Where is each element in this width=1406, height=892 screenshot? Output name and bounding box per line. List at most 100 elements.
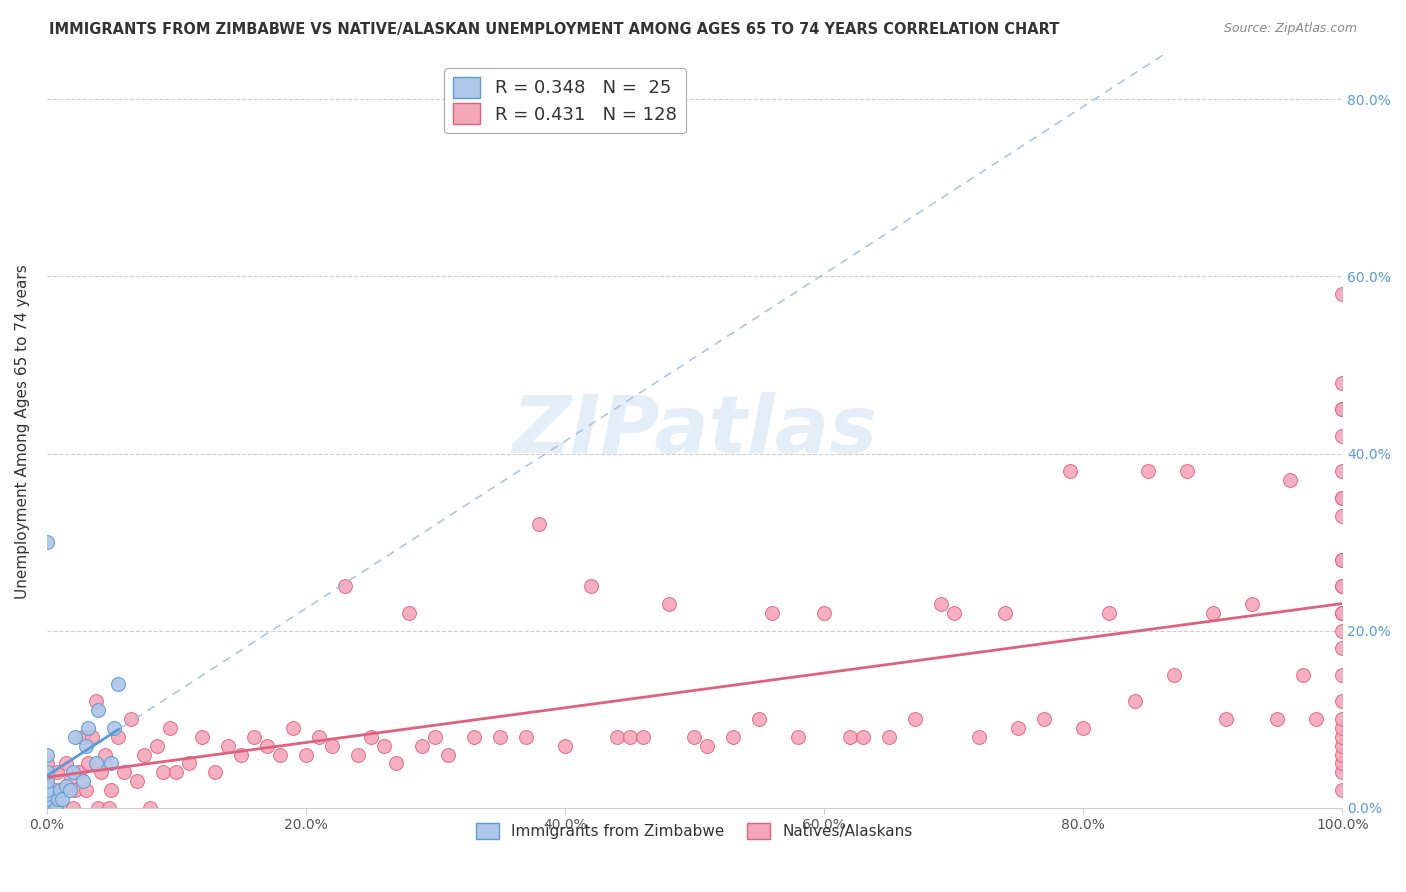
Point bbox=[179, 756, 201, 771]
Point bbox=[1215, 712, 1237, 726]
Point bbox=[67, 765, 90, 780]
Point bbox=[1331, 429, 1354, 443]
Point bbox=[1331, 624, 1354, 638]
Point bbox=[120, 712, 142, 726]
Point bbox=[1331, 721, 1354, 735]
Point bbox=[46, 765, 69, 780]
Point bbox=[152, 765, 174, 780]
Point bbox=[1331, 287, 1354, 301]
Point bbox=[191, 730, 214, 744]
Point bbox=[1331, 553, 1354, 567]
Point bbox=[35, 765, 58, 780]
Point bbox=[45, 801, 67, 815]
Point bbox=[35, 801, 58, 815]
Point bbox=[100, 783, 122, 797]
Point bbox=[269, 747, 291, 762]
Point bbox=[217, 739, 239, 753]
Point bbox=[1331, 756, 1354, 771]
Point bbox=[132, 747, 155, 762]
Point bbox=[1331, 712, 1354, 726]
Point bbox=[1331, 579, 1354, 593]
Point bbox=[1305, 712, 1327, 726]
Point bbox=[1331, 783, 1354, 797]
Point bbox=[1331, 464, 1354, 478]
Point bbox=[75, 739, 97, 753]
Point bbox=[463, 730, 485, 744]
Point bbox=[1240, 597, 1263, 611]
Point bbox=[103, 721, 125, 735]
Point bbox=[72, 774, 94, 789]
Point bbox=[852, 730, 875, 744]
Point bbox=[159, 721, 181, 735]
Point bbox=[77, 721, 100, 735]
Point bbox=[1331, 747, 1354, 762]
Point bbox=[1331, 491, 1354, 505]
Legend: Immigrants from Zimbabwe, Natives/Alaskans: Immigrants from Zimbabwe, Natives/Alaska… bbox=[470, 817, 920, 846]
Point bbox=[1331, 606, 1354, 620]
Point bbox=[87, 703, 110, 717]
Point bbox=[59, 783, 82, 797]
Point bbox=[80, 730, 103, 744]
Point bbox=[333, 579, 356, 593]
Point bbox=[107, 730, 129, 744]
Point bbox=[748, 712, 770, 726]
Point bbox=[904, 712, 927, 726]
Point bbox=[45, 783, 67, 797]
Point bbox=[35, 783, 58, 797]
Point bbox=[139, 801, 162, 815]
Point bbox=[683, 730, 706, 744]
Point bbox=[1331, 765, 1354, 780]
Point bbox=[437, 747, 460, 762]
Point bbox=[515, 730, 537, 744]
Point bbox=[1331, 606, 1354, 620]
Point bbox=[42, 801, 65, 815]
Point bbox=[48, 801, 70, 815]
Point bbox=[761, 606, 783, 620]
Point bbox=[35, 535, 58, 549]
Point bbox=[1331, 730, 1354, 744]
Point bbox=[398, 606, 420, 620]
Point bbox=[929, 597, 952, 611]
Point bbox=[35, 788, 58, 802]
Point bbox=[55, 756, 77, 771]
Point bbox=[35, 774, 58, 789]
Point bbox=[35, 792, 58, 806]
Point bbox=[1292, 668, 1315, 682]
Point bbox=[48, 783, 70, 797]
Point bbox=[63, 730, 86, 744]
Point bbox=[51, 792, 73, 806]
Point bbox=[787, 730, 810, 744]
Point bbox=[1331, 376, 1354, 390]
Point bbox=[62, 765, 84, 780]
Point bbox=[321, 739, 343, 753]
Point bbox=[1331, 402, 1354, 417]
Point bbox=[62, 801, 84, 815]
Point bbox=[84, 756, 107, 771]
Point bbox=[59, 774, 82, 789]
Point bbox=[411, 739, 433, 753]
Point bbox=[90, 765, 112, 780]
Point bbox=[877, 730, 900, 744]
Point bbox=[696, 739, 718, 753]
Point bbox=[35, 792, 58, 806]
Point bbox=[658, 597, 681, 611]
Point bbox=[63, 783, 86, 797]
Point bbox=[75, 783, 97, 797]
Point bbox=[94, 747, 117, 762]
Point bbox=[994, 606, 1017, 620]
Point bbox=[1202, 606, 1225, 620]
Point bbox=[631, 730, 654, 744]
Point bbox=[527, 517, 550, 532]
Point bbox=[107, 677, 129, 691]
Point bbox=[554, 739, 576, 753]
Point bbox=[55, 779, 77, 793]
Point bbox=[1331, 508, 1354, 523]
Point bbox=[100, 756, 122, 771]
Point bbox=[256, 739, 278, 753]
Point bbox=[1331, 606, 1354, 620]
Point bbox=[360, 730, 382, 744]
Point bbox=[1175, 464, 1198, 478]
Point bbox=[1331, 579, 1354, 593]
Point bbox=[489, 730, 512, 744]
Point bbox=[385, 756, 408, 771]
